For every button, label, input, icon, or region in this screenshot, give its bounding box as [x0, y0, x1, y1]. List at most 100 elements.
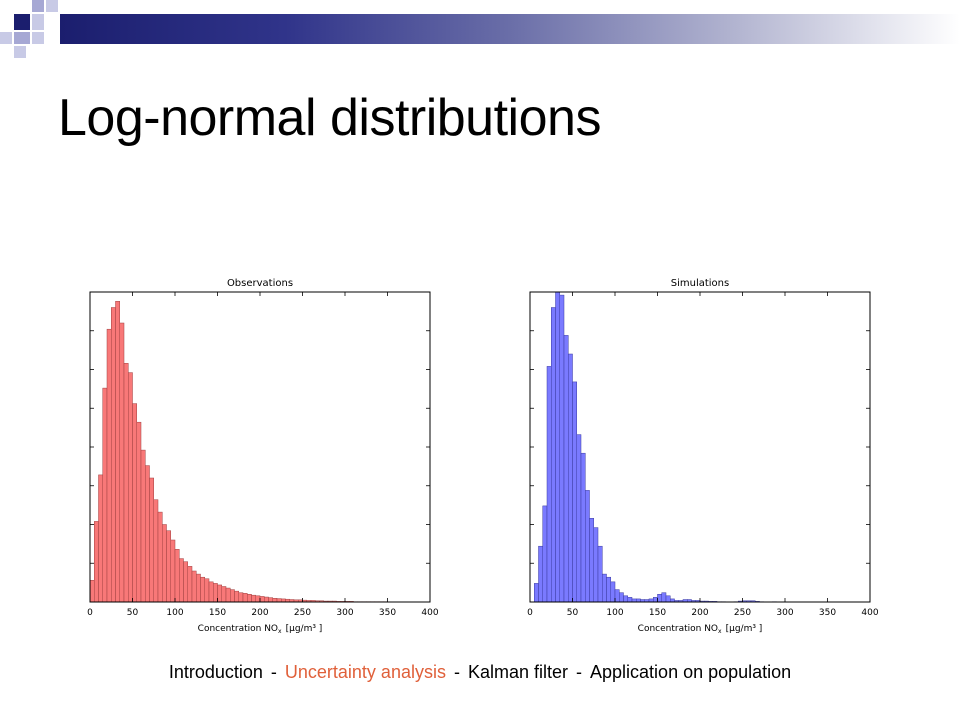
histogram-bar: [657, 594, 662, 603]
histogram-bar: [661, 592, 667, 603]
histogram-bar: [115, 301, 120, 603]
histogram-bar: [132, 403, 137, 603]
histogram-bar: [593, 527, 599, 603]
histogram-bar: [555, 291, 560, 603]
histogram-bar: [217, 584, 222, 603]
x-tick-label: 0: [87, 608, 93, 618]
observations-histogram: Observations 0 50 100 150 200 250 300 350 400 Conc…: [87, 278, 439, 635]
histogram-bar: [213, 583, 218, 603]
x-tick-label: 350: [819, 608, 836, 618]
histogram-bar: [191, 570, 197, 603]
histogram-bar: [623, 595, 628, 603]
histogram-bar: [145, 465, 150, 603]
histogram-bar: [580, 452, 586, 603]
histogram-bar: [149, 477, 154, 603]
histogram-bar: [196, 573, 201, 603]
histogram-bar: [255, 595, 261, 603]
footer-navigation: Introduction - Uncertainty analysis - Kalman…: [0, 662, 960, 683]
x-tick-label: 300: [336, 608, 353, 618]
histogram-bar: [589, 518, 594, 603]
histogram-bar: [602, 573, 607, 603]
x-tick-label: 100: [166, 608, 183, 618]
histogram-bar: [225, 587, 231, 603]
histogram-bar: [610, 581, 616, 603]
histogram-bar: [119, 322, 125, 603]
histogram-bar: [568, 353, 573, 603]
header-gradient-bar: [60, 14, 960, 44]
x-axis-label: Concentration NOx [μg/m³ ]: [638, 624, 763, 635]
histogram-bar: [111, 307, 116, 603]
footer-separator: -: [453, 662, 460, 682]
histogram-bar: [187, 566, 193, 603]
histogram-bar: [542, 505, 548, 603]
histogram-bar: [208, 581, 214, 603]
x-axis-label: Concentration NOx [μg/m³ ]: [198, 624, 323, 635]
footer-separator: -: [576, 662, 583, 682]
histogram-bar: [166, 530, 171, 603]
x-tick-label: 250: [734, 608, 751, 618]
histogram-bar: [627, 597, 633, 603]
x-tick-label: 250: [294, 608, 311, 618]
histogram-bar: [157, 511, 163, 603]
x-tick-label: 200: [691, 608, 708, 618]
footer-separator: -: [270, 662, 277, 682]
histogram-bar: [614, 589, 620, 603]
histogram-bar: [572, 381, 577, 603]
histogram-bar: [276, 598, 282, 603]
histogram-bar: [585, 490, 590, 603]
histogram-bar: [264, 596, 269, 603]
histogram-bar: [563, 335, 569, 603]
histogram-bar: [183, 561, 188, 603]
histogram-bar: [162, 524, 167, 603]
histogram-bar: [559, 294, 565, 603]
histogram-bar: [170, 539, 176, 603]
histogram-bar: [653, 597, 658, 603]
x-tick-label: 350: [379, 608, 396, 618]
histogram-bar: [272, 598, 278, 603]
x-tick-label: 50: [127, 608, 139, 618]
histogram-bar: [534, 583, 539, 603]
histogram-bar: [230, 589, 235, 603]
histogram-bar: [259, 596, 265, 603]
histogram-bar: [179, 558, 184, 603]
histogram-bar: [102, 387, 108, 603]
x-tick-label: 200: [251, 608, 268, 618]
footer-item-introduction[interactable]: Introduction: [168, 662, 263, 682]
histogram-bar: [538, 545, 543, 603]
x-tick-label: 150: [649, 608, 666, 618]
footer-item-kalman-filter[interactable]: Kalman filter: [467, 662, 569, 682]
histogram-bar: [123, 363, 129, 603]
histogram-bar: [136, 421, 142, 603]
histogram-bar: [128, 372, 133, 603]
histogram-bar: [238, 592, 244, 603]
chart-title: Observations: [227, 278, 293, 289]
simulations-histogram: Simulations 0 50 100 150 200 250 300 350 400 Conce…: [527, 278, 879, 635]
histogram-bar: [221, 586, 227, 603]
histogram-bar: [140, 449, 146, 603]
histogram-bar: [619, 592, 624, 603]
histogram-bar: [94, 521, 99, 603]
histogram-bar: [546, 366, 552, 603]
histogram-bar: [597, 545, 603, 603]
histogram-bar: [268, 597, 273, 603]
x-tick-label: 400: [421, 608, 438, 618]
slide-title: Log-normal distributions: [58, 89, 601, 147]
histogram-bar: [204, 578, 210, 603]
histogram-bar: [247, 594, 252, 603]
histogram-bar: [234, 590, 239, 603]
histogram-bar: [242, 593, 248, 603]
footer-item-application-on-population[interactable]: Application on population: [590, 662, 792, 682]
x-tick-label: 100: [606, 608, 623, 618]
x-tick-label: 50: [567, 608, 579, 618]
histogram-bar: [98, 474, 103, 603]
histogram-bar: [153, 499, 159, 603]
histogram-bar: [106, 328, 112, 603]
x-tick-label: 300: [776, 608, 793, 618]
histogram-bar: [174, 549, 180, 603]
corner-squares-logo: [0, 0, 58, 58]
histogram-bar: [89, 580, 95, 603]
footer-item-uncertainty-analysis[interactable]: Uncertainty analysis: [284, 662, 446, 682]
histogram-bar: [251, 594, 256, 603]
histogram-bar: [576, 434, 582, 603]
histogram-bar: [551, 307, 556, 603]
